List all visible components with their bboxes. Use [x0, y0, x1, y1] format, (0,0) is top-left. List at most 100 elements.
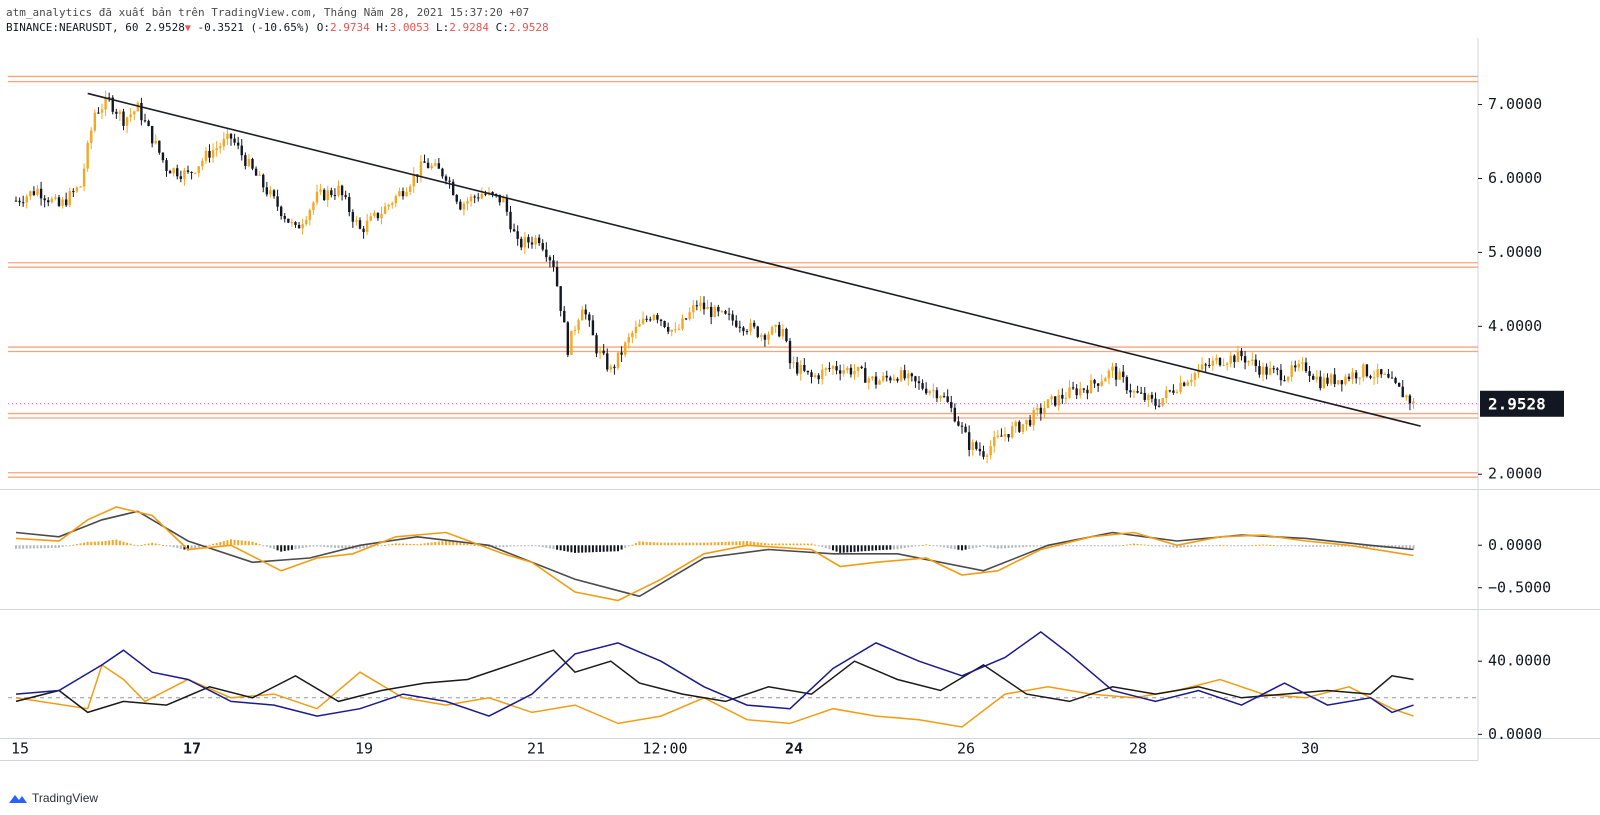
candle-body [1032, 409, 1035, 426]
time-axis-label: 12:00 [642, 740, 687, 758]
macd-histogram-bar [1107, 545, 1110, 547]
macd-histogram-bar [437, 541, 440, 546]
candle-body [982, 451, 985, 457]
macd-histogram-bar [982, 545, 985, 547]
candle-body [752, 322, 756, 327]
macd-histogram-bar [1186, 545, 1189, 548]
candle-body [1362, 364, 1365, 378]
macd-histogram-bar [1279, 545, 1282, 547]
candle-body [598, 350, 602, 354]
candle-body [871, 376, 874, 379]
macd-histogram-bar [394, 543, 397, 546]
macd-histogram-bar [434, 541, 437, 546]
candle-body [892, 378, 896, 381]
macd-histogram-bar [620, 545, 623, 550]
chart-canvas[interactable]: 7.0000 6.0000 5.0000 4.0000 2.0000 2.9528 0.00… [0, 38, 1600, 790]
macd-histogram-bar [58, 545, 60, 548]
macd-histogram-bar [1236, 545, 1239, 547]
candle-body [115, 111, 118, 114]
macd-histogram-bar [204, 545, 207, 547]
macd-histogram-bar [971, 545, 974, 549]
macd-histogram-bar [688, 542, 691, 546]
macd-histogram-bar [591, 545, 594, 553]
candle-body [656, 314, 659, 320]
candle-body [333, 195, 337, 197]
candle-body [1251, 359, 1254, 362]
macd-histogram-bar [1398, 545, 1401, 549]
macd-histogram-bar [649, 542, 652, 546]
macd-histogram-bar [54, 545, 57, 548]
macd-histogram-bar [341, 545, 344, 549]
macd-histogram-bar [1365, 545, 1368, 548]
tradingview-logo[interactable]: TradingView [8, 791, 98, 805]
macd-histogram-bar [147, 543, 150, 546]
candle-body [423, 161, 426, 163]
candle-body [627, 337, 630, 343]
macd-histogram-bar [380, 545, 383, 547]
macd-histogram-bar [728, 541, 731, 546]
candle-body [616, 352, 620, 368]
macd-histogram-bar [781, 543, 784, 546]
time-axis-label: 17 [183, 740, 201, 758]
candle-body [760, 335, 763, 337]
macd-histogram-bar [939, 545, 942, 547]
candle-body [129, 114, 132, 118]
macd-histogram-bar [1161, 545, 1164, 547]
candle-body [43, 198, 46, 201]
macd-histogram-bar [1297, 545, 1300, 547]
candle-body [401, 191, 405, 197]
candle-body [620, 352, 623, 355]
candle-body [609, 366, 613, 370]
symbol-name[interactable]: BINANCE:NEARUSDT, 60 [6, 21, 139, 34]
candle-body [649, 319, 652, 321]
candle-body [355, 220, 358, 222]
candle-body [18, 200, 21, 203]
candle-body [408, 186, 412, 192]
macd-histogram-bar [1147, 544, 1150, 546]
macd-histogram-bar [577, 545, 580, 553]
candle-body [606, 353, 609, 370]
candle-body [437, 163, 441, 169]
macd-histogram-bar [699, 542, 702, 546]
candle-body [1258, 366, 1261, 375]
candle-body [1014, 421, 1017, 427]
candle-body [150, 126, 154, 144]
macd-histogram-bar [183, 545, 186, 550]
candle-body [412, 174, 415, 187]
macd-histogram-bar [419, 543, 422, 546]
macd-histogram-bar [817, 545, 820, 547]
macd-histogram-bar [65, 545, 68, 547]
candle-body [226, 133, 229, 139]
macd-histogram-bar [746, 541, 748, 546]
macd-histogram-bar [1211, 545, 1214, 547]
candle-body [1000, 435, 1003, 437]
candle-body [1182, 382, 1186, 386]
candle-body [1347, 376, 1351, 380]
macd-histogram-bar [1172, 545, 1175, 548]
macd-histogram-bar [1197, 545, 1200, 547]
macd-histogram-bar [305, 545, 308, 548]
candle-body [308, 210, 312, 220]
macd-histogram-bar [1176, 545, 1178, 548]
candle-body [788, 341, 792, 364]
candle-body [1086, 389, 1089, 394]
candle-body [434, 163, 437, 166]
macd-histogram-bar [552, 545, 555, 550]
candle-body [527, 237, 530, 243]
macd-histogram-bar [609, 545, 612, 552]
macd-histogram-bar [1068, 545, 1071, 547]
macd-histogram-bar [15, 545, 17, 549]
candle-body [634, 326, 638, 333]
macd-histogram-bar [1090, 545, 1092, 547]
candle-body [279, 206, 283, 217]
macd-histogram-bar [1269, 544, 1272, 546]
candle-body [1193, 372, 1197, 380]
macd-histogram-bar [1401, 545, 1404, 549]
candle-body [706, 306, 709, 310]
candle-body [455, 195, 458, 202]
macd-histogram-bar [556, 545, 559, 550]
candle-body [1215, 357, 1218, 361]
macd-histogram-bar [1405, 545, 1408, 549]
candle-body [803, 364, 806, 371]
macd-histogram-bar [638, 541, 641, 546]
